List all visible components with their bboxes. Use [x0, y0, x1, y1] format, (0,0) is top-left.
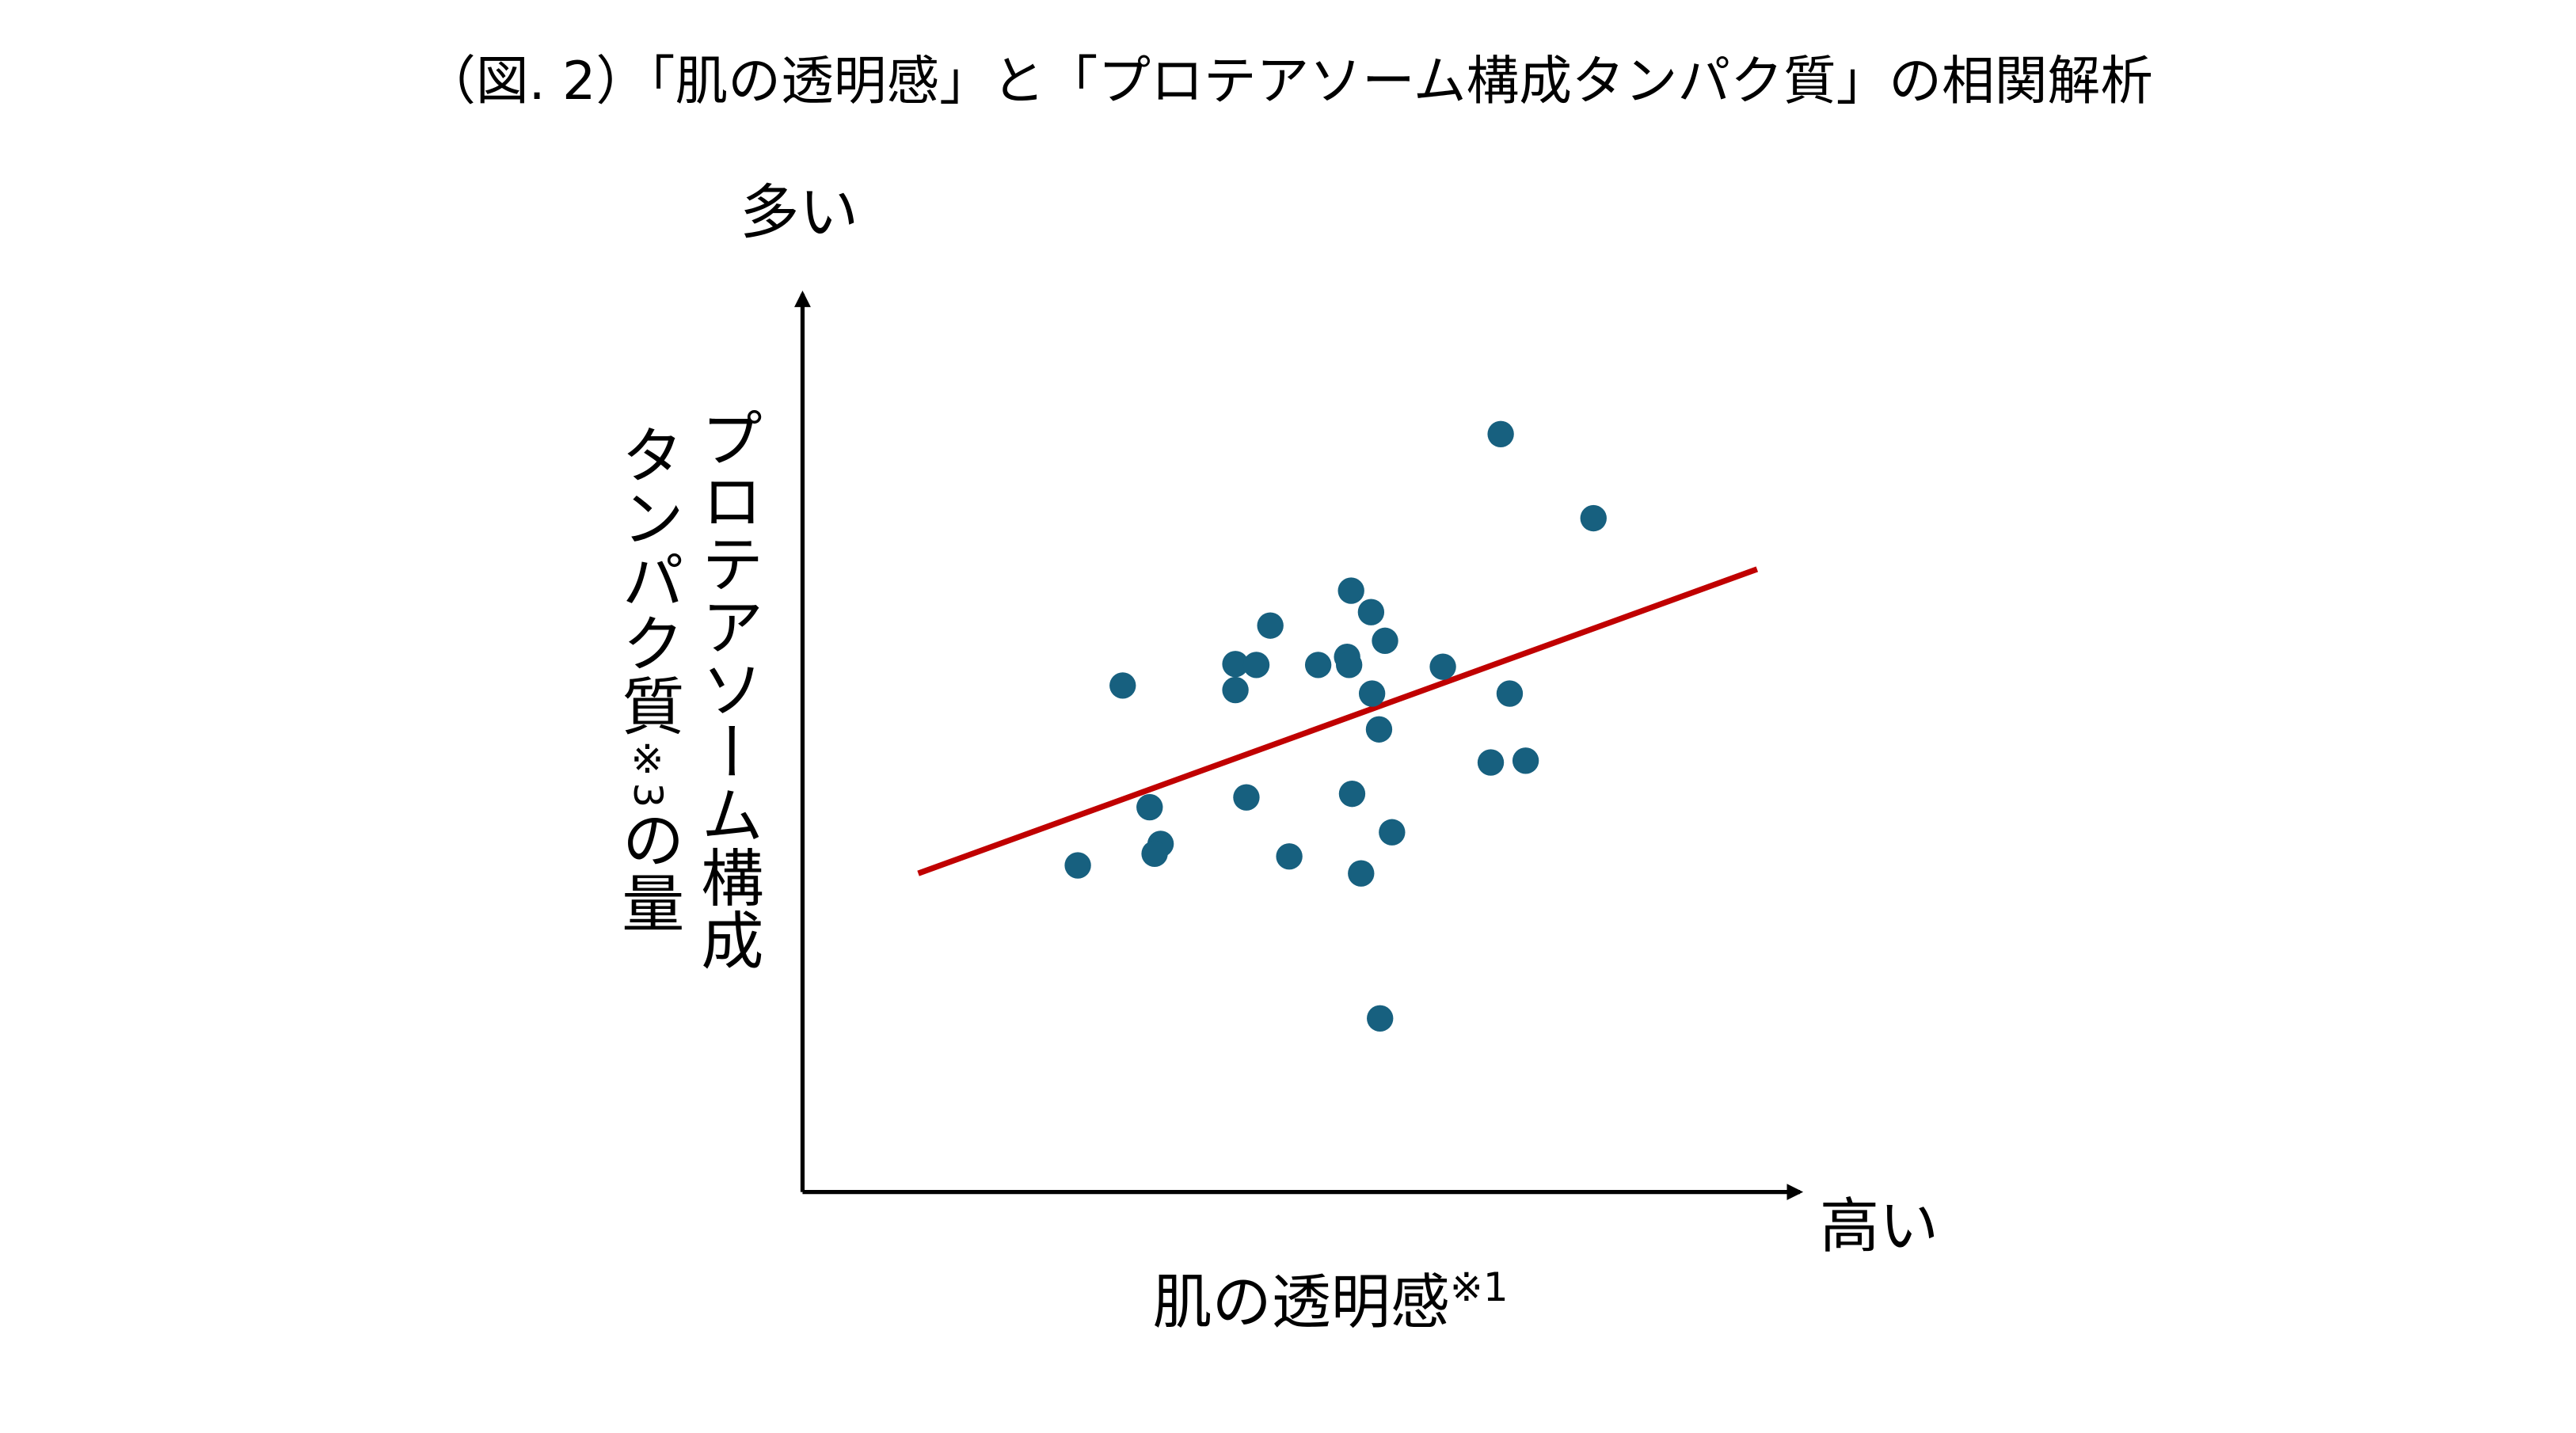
data-point — [1257, 612, 1284, 639]
data-point — [1242, 652, 1270, 678]
x-axis-label-note: ※1 — [1449, 1264, 1509, 1311]
data-point — [1064, 852, 1091, 879]
data-point — [1429, 653, 1456, 680]
trend-line — [917, 566, 1759, 876]
data-point — [1348, 860, 1375, 887]
y-axis-high-label: 多い — [740, 180, 859, 248]
data-point — [1276, 843, 1303, 870]
y-axis-label-line1: プロテアソーム構成 — [690, 405, 763, 971]
data-point — [1379, 819, 1406, 846]
data-point — [1487, 420, 1514, 447]
data-point — [1335, 652, 1363, 678]
data-point — [1477, 749, 1505, 776]
x-axis-high-label: 高い — [1820, 1193, 1939, 1262]
data-point — [1222, 676, 1249, 704]
data-point — [1367, 1005, 1394, 1032]
data-point — [1365, 716, 1393, 743]
data-point — [1338, 780, 1366, 808]
x-axis-label: 肌の透明感※1 — [1153, 1255, 1509, 1340]
data-point — [1222, 651, 1249, 678]
chart-title: （図. 2）「肌の透明感」と「プロテアソーム構成タンパク質」の相関解析 — [423, 49, 2153, 112]
data-point — [1337, 577, 1364, 604]
data-point — [1496, 680, 1524, 707]
data-point — [1141, 840, 1168, 868]
data-point — [1233, 784, 1260, 811]
data-point — [1109, 672, 1136, 699]
y-axis-label-line2: タンパク質※3の量 — [611, 423, 684, 933]
y-axis-label-tail: の量 — [611, 808, 684, 933]
y-axis-label-note: ※3 — [624, 736, 671, 808]
x-axis-label-text: 肌の透明感 — [1152, 1269, 1450, 1338]
data-point — [1512, 747, 1539, 774]
data-point — [1372, 627, 1398, 655]
data-point — [1357, 599, 1385, 625]
data-point — [1358, 680, 1386, 707]
data-point — [1304, 652, 1332, 678]
data-point — [1580, 504, 1607, 532]
y-axis-label-text: タンパク質 — [611, 422, 684, 737]
data-point — [1136, 793, 1163, 821]
